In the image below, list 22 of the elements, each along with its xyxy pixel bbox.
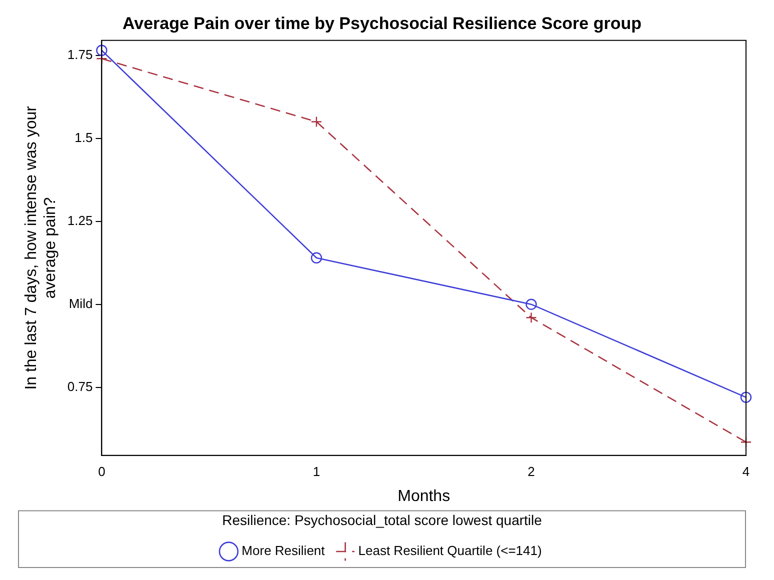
y-tick-label: 1.5 [74, 130, 93, 145]
point [96, 44, 108, 56]
point [526, 312, 537, 324]
x-tick-label: 2 [528, 464, 535, 479]
point [310, 252, 322, 264]
legend-label: Least Resilient Quartile (<=141) [358, 543, 542, 558]
point [526, 298, 537, 310]
legend-title: Resilience: Psychosocial_total score lowest quartile [222, 512, 542, 528]
y-tick-label: Mild [68, 296, 93, 311]
chart-title: Average Pain over time by Psychosocial Resilience Score group [122, 14, 642, 33]
y-tick-label: 1.75 [67, 46, 93, 62]
point [96, 53, 108, 64]
x-tick-label: 4 [742, 464, 750, 479]
y-axis-title: In the last 7 days, how intense was your average pain? [23, 105, 60, 390]
point [740, 392, 752, 403]
x-tick-label: 1 [312, 464, 320, 479]
y-tick-label: 1.25 [67, 212, 93, 228]
legend-label: More Resilient [242, 543, 326, 558]
y-tick-label: 0.75 [67, 378, 93, 394]
x-axis-title: Months [398, 488, 450, 506]
x-tick-label: 0 [98, 464, 106, 479]
point [310, 116, 322, 128]
